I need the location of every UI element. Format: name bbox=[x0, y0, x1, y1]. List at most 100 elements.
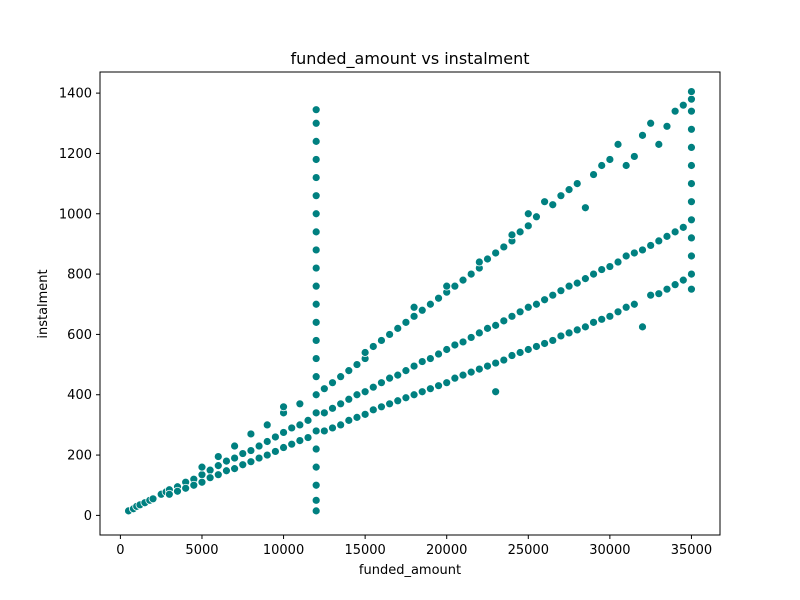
data-point bbox=[319, 408, 329, 418]
data-point bbox=[572, 179, 582, 189]
y-tick-label: 1200 bbox=[59, 147, 92, 162]
data-point bbox=[474, 257, 484, 267]
data-point bbox=[205, 465, 215, 475]
x-axis-label: funded_amount bbox=[359, 563, 461, 578]
data-point bbox=[393, 323, 403, 333]
data-point bbox=[687, 233, 696, 243]
data-point bbox=[474, 328, 484, 338]
data-point bbox=[646, 290, 656, 300]
data-point bbox=[279, 428, 288, 437]
data-point bbox=[295, 436, 305, 445]
data-point bbox=[262, 420, 272, 430]
data-point bbox=[328, 378, 337, 388]
data-point bbox=[262, 450, 272, 460]
data-point bbox=[556, 191, 566, 201]
data-point bbox=[450, 373, 460, 383]
data-point bbox=[515, 227, 525, 237]
data-point bbox=[499, 316, 509, 326]
data-point bbox=[368, 382, 378, 392]
data-point bbox=[336, 399, 346, 409]
data-point bbox=[352, 412, 362, 422]
data-point bbox=[213, 470, 223, 480]
data-point bbox=[491, 248, 501, 258]
data-point bbox=[311, 105, 321, 115]
data-point bbox=[173, 486, 182, 496]
data-point bbox=[409, 361, 419, 371]
data-point bbox=[605, 155, 615, 164]
data-point bbox=[197, 470, 207, 480]
data-point bbox=[222, 456, 231, 466]
data-point bbox=[222, 466, 231, 476]
data-point bbox=[409, 311, 419, 321]
data-point bbox=[246, 457, 256, 467]
data-point bbox=[287, 423, 297, 433]
data-point bbox=[638, 130, 647, 140]
data-point bbox=[646, 118, 656, 128]
data-point bbox=[532, 342, 541, 351]
data-point bbox=[589, 170, 598, 179]
data-point bbox=[148, 494, 158, 504]
data-point bbox=[687, 87, 696, 97]
data-point bbox=[621, 251, 631, 261]
x-tick-label: 10000 bbox=[263, 543, 304, 558]
data-point bbox=[385, 399, 395, 409]
data-point bbox=[687, 197, 696, 207]
data-point bbox=[254, 441, 264, 451]
data-point bbox=[303, 433, 313, 442]
data-point bbox=[417, 305, 427, 315]
data-point bbox=[540, 295, 550, 305]
data-point bbox=[613, 139, 623, 149]
data-point bbox=[589, 317, 598, 327]
data-point bbox=[401, 393, 411, 403]
data-point bbox=[597, 265, 607, 274]
data-point bbox=[368, 342, 378, 351]
data-point bbox=[548, 336, 558, 345]
data-point bbox=[572, 278, 582, 288]
data-point bbox=[515, 348, 525, 357]
data-point bbox=[670, 106, 680, 116]
data-point bbox=[556, 286, 566, 296]
data-point bbox=[474, 364, 484, 374]
data-point bbox=[687, 251, 696, 261]
data-point bbox=[678, 275, 688, 285]
data-point bbox=[687, 94, 696, 104]
data-point bbox=[556, 331, 566, 341]
data-point bbox=[425, 384, 435, 394]
data-point bbox=[311, 495, 321, 505]
data-point bbox=[654, 236, 664, 246]
data-point bbox=[466, 269, 476, 279]
x-tick-label: 35000 bbox=[671, 543, 712, 558]
data-point bbox=[409, 390, 419, 400]
data-point bbox=[352, 360, 362, 369]
data-point bbox=[687, 161, 696, 170]
data-point bbox=[311, 281, 321, 291]
data-point bbox=[270, 447, 280, 456]
data-point bbox=[662, 231, 672, 241]
data-point bbox=[311, 462, 321, 472]
data-point bbox=[385, 330, 395, 339]
data-point bbox=[417, 357, 427, 366]
data-point bbox=[442, 281, 452, 291]
data-point bbox=[205, 473, 215, 483]
data-point bbox=[409, 302, 419, 312]
data-point bbox=[458, 337, 468, 347]
points-layer bbox=[124, 87, 696, 516]
data-point bbox=[319, 426, 329, 436]
y-tick-label: 800 bbox=[67, 268, 92, 283]
data-point bbox=[189, 480, 199, 490]
data-point bbox=[532, 212, 541, 222]
data-point bbox=[311, 136, 321, 146]
data-point bbox=[360, 387, 370, 397]
data-point bbox=[181, 483, 191, 493]
data-point bbox=[425, 299, 435, 309]
x-tick-label: 15000 bbox=[344, 543, 385, 558]
data-point bbox=[605, 311, 615, 321]
data-point bbox=[580, 322, 590, 332]
data-point bbox=[613, 257, 623, 267]
data-point bbox=[344, 415, 354, 425]
y-tick-label: 1000 bbox=[59, 207, 92, 222]
data-point bbox=[466, 367, 476, 377]
data-point bbox=[687, 215, 696, 225]
data-point bbox=[311, 155, 321, 164]
